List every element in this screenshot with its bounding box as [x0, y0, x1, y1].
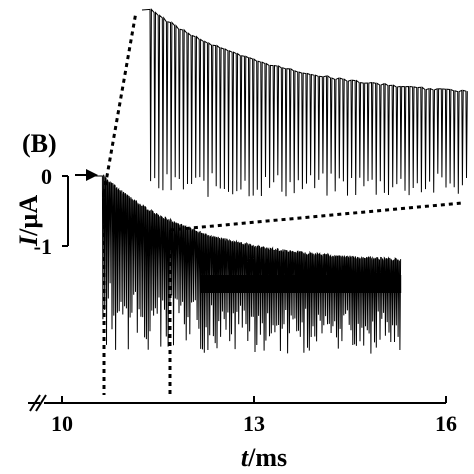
- y-tick-label-minus-1: -1: [34, 234, 52, 259]
- x-axis-var: t: [241, 443, 249, 472]
- inset-trace-line: [141, 8, 468, 197]
- x-axis-title: t/ms: [241, 443, 287, 472]
- x-tick-label-10: 10: [51, 411, 73, 436]
- x-tick-label-13: 13: [243, 411, 265, 436]
- y-tick-label-0: 0: [41, 164, 52, 189]
- x-ticks: 10 13 16: [51, 396, 457, 436]
- main-trace: [94, 174, 402, 354]
- x-axis-unit: /ms: [247, 443, 287, 472]
- x-axis-break-mark-1: [29, 394, 41, 412]
- x-axis: 10 13 16: [28, 394, 457, 436]
- zoom-line-left-diagonal: [102, 11, 138, 194]
- inset-trace: [141, 8, 468, 197]
- x-tick-label-16: 16: [435, 411, 457, 436]
- y-axis: 0 -1: [34, 164, 69, 259]
- y-axis-var: I: [14, 235, 43, 247]
- main-trace-line: [94, 174, 402, 354]
- x-axis-break-mark-2: [35, 394, 47, 412]
- panel-label: (B): [22, 129, 57, 158]
- y-axis-title: I/µA: [14, 195, 43, 247]
- y-axis-unit: /µA: [14, 195, 43, 237]
- inset-arrow-head: [86, 169, 98, 181]
- zoom-line-right-diagonal: [169, 201, 463, 232]
- main-trace-dense-band: [200, 275, 402, 293]
